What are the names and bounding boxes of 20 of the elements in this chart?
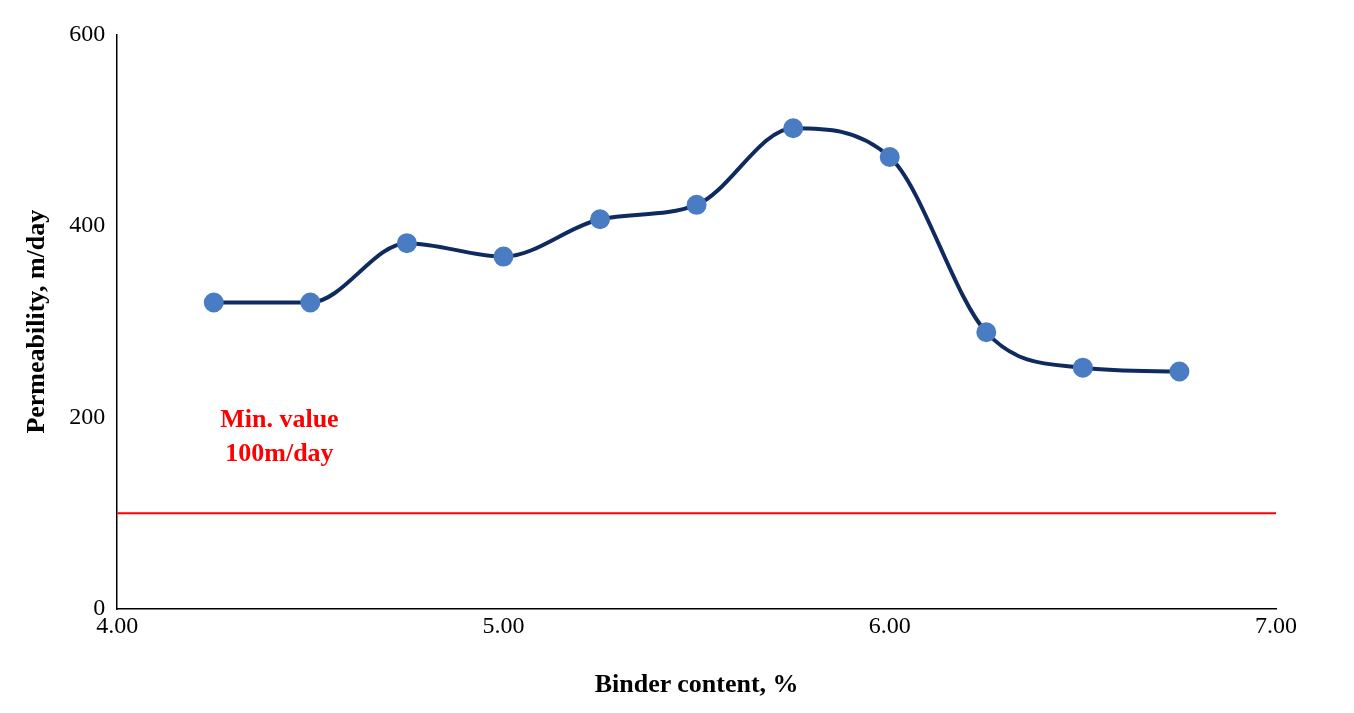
x-tick-label: 6.00	[868, 611, 911, 638]
point	[590, 209, 611, 230]
point	[1072, 357, 1093, 378]
point	[1169, 361, 1190, 382]
point	[203, 292, 224, 313]
x-tick-label: 7.00	[1255, 611, 1297, 638]
point	[879, 146, 900, 167]
point	[783, 118, 804, 139]
y-tick-label: 400	[69, 211, 106, 238]
ref-line-label: Min. value 100m/day	[220, 404, 339, 468]
y-axis-title: Permeability, m/day	[21, 209, 51, 434]
point	[493, 246, 514, 267]
x-axis-title: Binder content, %	[594, 669, 799, 699]
point	[976, 322, 997, 343]
y-tick-label: 200	[69, 402, 106, 429]
x-tick-label: 5.00	[482, 611, 525, 638]
point	[300, 292, 321, 313]
point	[396, 233, 417, 254]
y-tick-label: 600	[69, 19, 106, 46]
point	[686, 194, 707, 215]
